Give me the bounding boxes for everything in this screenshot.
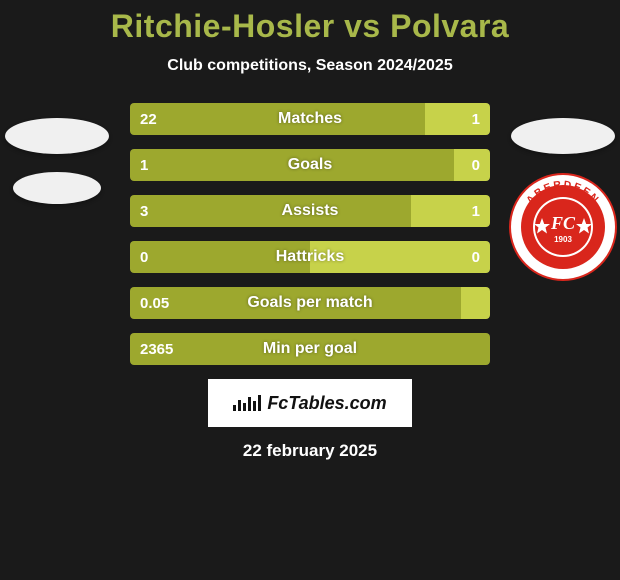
stat-right-value: 0	[462, 157, 490, 174]
stat-left-value: 1	[130, 157, 158, 174]
stat-row: 10Goals	[130, 149, 490, 181]
stat-right-value: 0	[462, 249, 490, 266]
right-team-placeholder-1	[511, 118, 615, 154]
stat-left-segment: 1	[130, 149, 454, 181]
stat-left-segment: 3	[130, 195, 411, 227]
stat-left-value: 0.05	[130, 295, 179, 312]
stat-right-value: 1	[462, 203, 490, 220]
brand-text: FcTables.com	[267, 393, 386, 414]
stat-left-segment: 22	[130, 103, 425, 135]
stat-row: 221Matches	[130, 103, 490, 135]
stat-left-segment: 2365	[130, 333, 490, 365]
stat-left-value: 0	[130, 249, 158, 266]
stat-right-segment	[461, 287, 490, 319]
stat-row: 0.05Goals per match	[130, 287, 490, 319]
stat-left-value: 22	[130, 111, 167, 128]
right-team-column: ABERDEEN FOOTBALL CLUB FC 1903	[508, 118, 618, 282]
stat-right-segment: 1	[425, 103, 490, 135]
brand-box: FcTables.com	[208, 379, 412, 427]
right-team-badge: ABERDEEN FOOTBALL CLUB FC 1903	[508, 172, 618, 282]
svg-text:1903: 1903	[554, 235, 572, 244]
stat-row: 2365Min per goal	[130, 333, 490, 365]
stat-right-segment: 0	[454, 149, 490, 181]
left-team-column	[2, 118, 112, 222]
page-title: Ritchie-Hosler vs Polvara	[0, 8, 620, 45]
left-team-placeholder-1	[5, 118, 109, 154]
stat-right-segment: 0	[310, 241, 490, 273]
stat-row: 31Assists	[130, 195, 490, 227]
footer-date: 22 february 2025	[0, 441, 620, 461]
page-subtitle: Club competitions, Season 2024/2025	[0, 57, 620, 75]
stat-bars: 221Matches10Goals31Assists00Hattricks0.0…	[130, 103, 490, 365]
stat-right-value: 1	[462, 111, 490, 128]
left-team-placeholder-2	[13, 172, 101, 204]
stat-left-value: 2365	[130, 341, 183, 358]
stat-right-segment: 1	[411, 195, 490, 227]
stat-left-segment: 0	[130, 241, 310, 273]
stat-row: 00Hattricks	[130, 241, 490, 273]
stat-left-segment: 0.05	[130, 287, 461, 319]
stat-left-value: 3	[130, 203, 158, 220]
svg-text:FC: FC	[550, 213, 576, 233]
brand-spark-icon	[233, 395, 261, 411]
